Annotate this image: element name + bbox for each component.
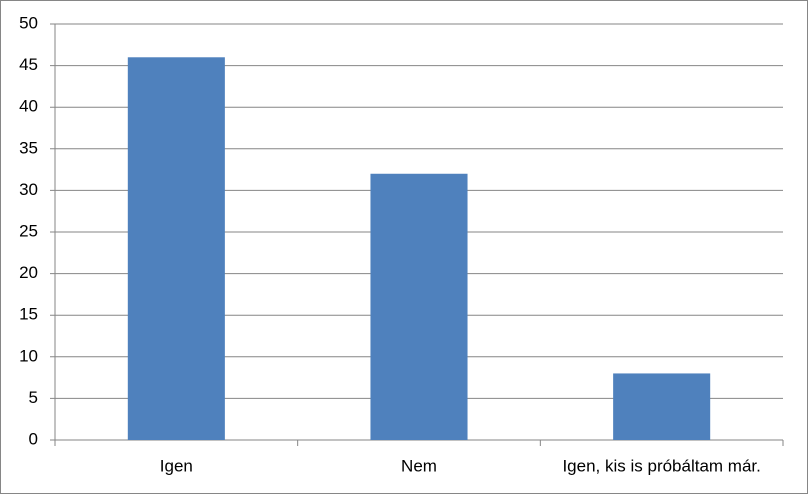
y-tick-label: 10: [19, 346, 38, 365]
y-tick-label: 40: [19, 97, 38, 116]
y-tick-label: 35: [19, 138, 38, 157]
bar: [127, 57, 225, 440]
bar: [613, 373, 711, 440]
y-tick-label: 15: [19, 305, 38, 324]
y-tick-label: 30: [19, 180, 38, 199]
x-tick-label: Nem: [401, 456, 437, 475]
y-tick-label: 20: [19, 263, 38, 282]
y-tick-label: 45: [19, 55, 38, 74]
y-tick-label: 25: [19, 221, 38, 240]
x-tick-label: Igen, kis is próbáltam már.: [562, 456, 760, 475]
y-tick-label: 0: [29, 429, 38, 448]
y-tick-label: 50: [19, 13, 38, 32]
bar: [370, 173, 468, 440]
x-tick-label: Igen: [160, 456, 193, 475]
y-tick-label: 5: [29, 388, 38, 407]
